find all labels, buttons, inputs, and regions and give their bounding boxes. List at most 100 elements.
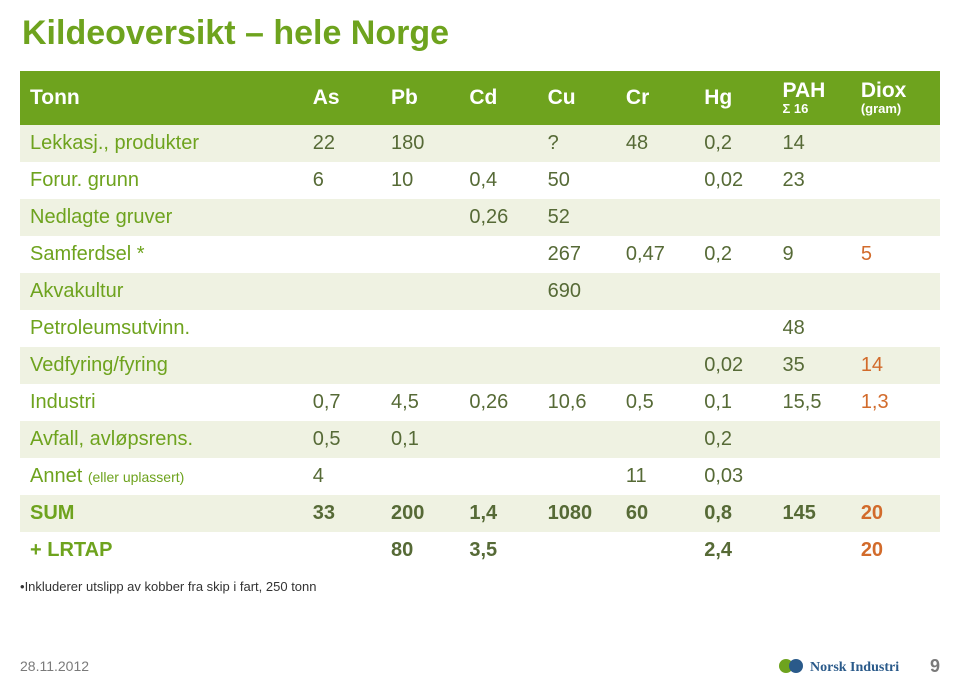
cell — [303, 532, 381, 569]
cell: 0,47 — [616, 236, 694, 273]
cell: 1080 — [538, 495, 616, 532]
row-label: Petroleumsutvinn. — [20, 310, 303, 347]
cell: 22 — [303, 125, 381, 162]
col-diox-sub: (gram) — [861, 102, 934, 116]
page-title: Kildeoversikt – hele Norge — [0, 0, 960, 71]
cell: 10,6 — [538, 384, 616, 421]
cell: 80 — [381, 532, 459, 569]
cell: 5 — [851, 236, 940, 273]
cell — [381, 236, 459, 273]
cell — [459, 310, 537, 347]
cell — [459, 347, 537, 384]
cell: 20 — [851, 532, 940, 569]
cell: 50 — [538, 162, 616, 199]
cell: 4,5 — [381, 384, 459, 421]
cell: 48 — [773, 310, 851, 347]
row-label: Avfall, avløpsrens. — [20, 421, 303, 458]
cell — [538, 532, 616, 569]
cell — [851, 310, 940, 347]
cell: 52 — [538, 199, 616, 236]
cell — [538, 310, 616, 347]
row-label: Nedlagte gruver — [20, 199, 303, 236]
cell — [851, 421, 940, 458]
cell — [851, 125, 940, 162]
cell: 10 — [381, 162, 459, 199]
row-label: Vedfyring/fyring — [20, 347, 303, 384]
cell — [773, 421, 851, 458]
cell: 0,5 — [616, 384, 694, 421]
row-label: Lekkasj., produkter — [20, 125, 303, 162]
cell — [851, 199, 940, 236]
cell: 690 — [538, 273, 616, 310]
table-row: + LRTAP803,52,420 — [20, 532, 940, 569]
cell: 33 — [303, 495, 381, 532]
cell — [538, 347, 616, 384]
row-label: Industri — [20, 384, 303, 421]
cell: 0,26 — [459, 199, 537, 236]
cell: 23 — [773, 162, 851, 199]
table-row: Annet (eller uplassert)4110,03 — [20, 458, 940, 495]
cell: 3,5 — [459, 532, 537, 569]
cell — [459, 421, 537, 458]
cell — [773, 532, 851, 569]
cell — [773, 199, 851, 236]
cell — [303, 236, 381, 273]
col-pah-text: PAH — [783, 79, 826, 102]
cell — [616, 532, 694, 569]
col-pah-sub: Σ 16 — [783, 102, 845, 116]
col-diox-text: Diox — [861, 79, 907, 102]
cell: 2,4 — [694, 532, 772, 569]
cell: 0,2 — [694, 236, 772, 273]
row-label: Samferdsel * — [20, 236, 303, 273]
cell — [381, 347, 459, 384]
cell — [616, 273, 694, 310]
cell — [616, 347, 694, 384]
col-diox: Diox (gram) — [851, 71, 940, 125]
cell: 0,4 — [459, 162, 537, 199]
cell — [303, 199, 381, 236]
cell: 11 — [616, 458, 694, 495]
table-row: Lekkasj., produkter22180?480,214 — [20, 125, 940, 162]
cell: 60 — [616, 495, 694, 532]
cell: 14 — [851, 347, 940, 384]
cell — [381, 458, 459, 495]
cell: 0,1 — [381, 421, 459, 458]
cell: 0,02 — [694, 347, 772, 384]
page-number: 9 — [930, 656, 940, 677]
cell: 0,03 — [694, 458, 772, 495]
cell — [616, 199, 694, 236]
cell — [381, 199, 459, 236]
footnote-text: Inkluderer utslipp av kobber fra skip i … — [25, 579, 317, 594]
col-as: As — [303, 71, 381, 125]
cell — [694, 199, 772, 236]
cell — [616, 162, 694, 199]
cell: 200 — [381, 495, 459, 532]
table-row: Petroleumsutvinn. 48 — [20, 310, 940, 347]
cell: 0,2 — [694, 125, 772, 162]
cell: 0,1 — [694, 384, 772, 421]
cell — [851, 458, 940, 495]
cell: 0,8 — [694, 495, 772, 532]
col-cr: Cr — [616, 71, 694, 125]
cell — [303, 347, 381, 384]
cell: ? — [538, 125, 616, 162]
cell: 0,2 — [694, 421, 772, 458]
col-pah: PAH Σ 16 — [773, 71, 851, 125]
cell — [616, 421, 694, 458]
cell — [303, 273, 381, 310]
cell — [694, 273, 772, 310]
cell: 1,4 — [459, 495, 537, 532]
logo-norsk-industri: Norsk Industri — [778, 652, 918, 680]
col-cd: Cd — [459, 71, 537, 125]
footer: 28.11.2012 Norsk Industri 9 — [20, 652, 940, 680]
table-row: Vedfyring/fyring0,023514 — [20, 347, 940, 384]
table-row: SUM332001,41080600,814520 — [20, 495, 940, 532]
cell — [538, 421, 616, 458]
footnote: •Inkluderer utslipp av kobber fra skip i… — [0, 569, 960, 594]
cell: 6 — [303, 162, 381, 199]
table-header-row: Tonn As Pb Cd Cu Cr Hg PAH Σ 16 Diox (gr… — [20, 71, 940, 125]
cell — [459, 273, 537, 310]
col-pb: Pb — [381, 71, 459, 125]
cell: 0,02 — [694, 162, 772, 199]
data-table: Tonn As Pb Cd Cu Cr Hg PAH Σ 16 Diox (gr… — [20, 71, 940, 569]
